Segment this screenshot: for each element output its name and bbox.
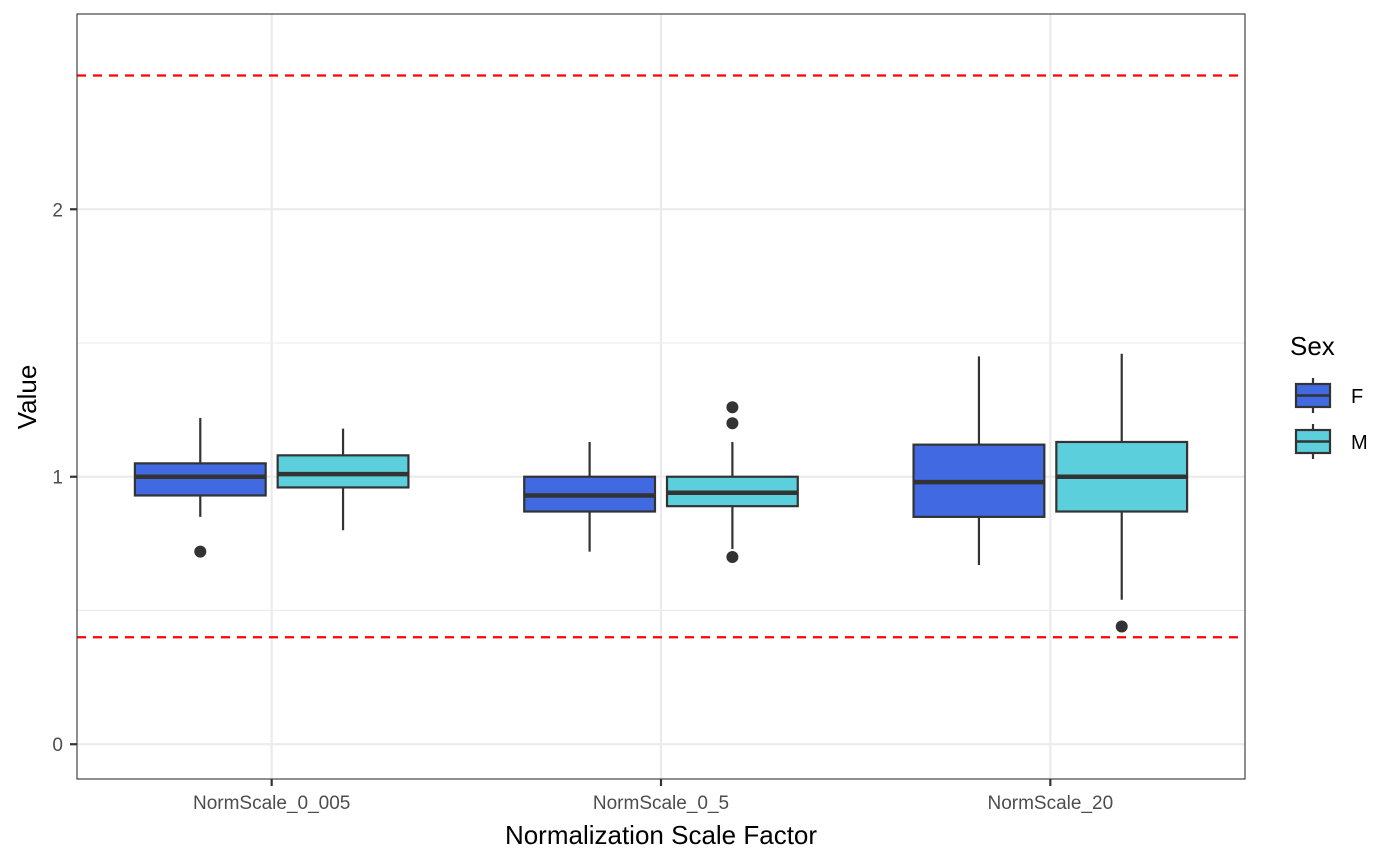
legend-label: F: [1351, 386, 1363, 408]
box-F-NormScale_20: [912, 356, 1046, 566]
legend-item-F: F: [1294, 378, 1363, 413]
outlier-point: [194, 545, 207, 558]
x-tick-label: NormScale_20: [987, 793, 1113, 814]
plot-area: [76, 13, 1246, 780]
box-F-NormScale_0_005: [133, 417, 267, 558]
x-tick-label: NormScale_0_5: [593, 793, 729, 814]
y-tick-label: 0: [52, 735, 63, 756]
box-M-NormScale_0_005: [276, 428, 410, 531]
legend-label: M: [1351, 432, 1368, 454]
grid-lines: [77, 14, 1245, 779]
box-body: [133, 462, 267, 497]
y-tick-label: 1: [52, 468, 63, 489]
box-M-NormScale_20: [1055, 353, 1189, 633]
x-tick-label: NormScale_0_005: [193, 793, 350, 814]
outlier-point: [726, 401, 739, 414]
y-axis-title: Value: [12, 365, 42, 430]
legend-item-M: M: [1294, 424, 1368, 459]
y-tick-label: 2: [52, 200, 63, 221]
outlier-point: [726, 417, 739, 430]
outlier-point: [726, 550, 739, 563]
x-axis-title: Normalization Scale Factor: [505, 820, 817, 850]
axes: 0 1 2 NormScale_0_005 NormScale_0_5 NormScale…: [52, 200, 1113, 814]
boxes: [133, 353, 1189, 633]
legend-title: Sex: [1290, 331, 1335, 361]
box-body: [276, 454, 410, 489]
box-M-NormScale_0_5: [665, 401, 799, 563]
outlier-point: [1115, 620, 1128, 633]
legend: Sex F M: [1290, 331, 1368, 459]
reference-lines: [77, 74, 1245, 639]
box-F-NormScale_0_5: [523, 441, 657, 552]
